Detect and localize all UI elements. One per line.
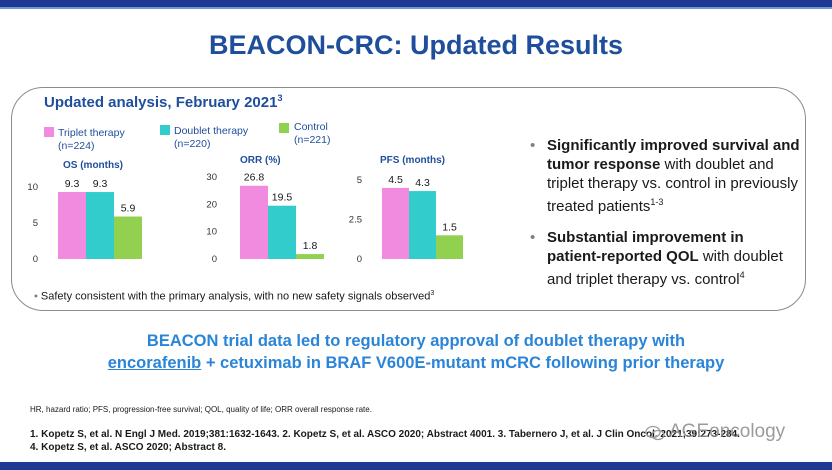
orr-bar-control: [296, 254, 324, 259]
os-bar-triplet: [58, 192, 86, 259]
os-bar-doublet: [86, 192, 114, 259]
pfs-bar-doublet: [409, 191, 436, 259]
pfs-bar-control: [436, 235, 463, 259]
bullet-marker: •: [530, 137, 536, 154]
legend-swatch-triplet: [44, 127, 54, 137]
bullet-marker: •: [530, 229, 536, 246]
safety-note: • Safety consistent with the primary ana…: [34, 290, 434, 303]
pfs-data-label-doublet: 4.3: [415, 177, 430, 189]
pfs-bar-triplet: [382, 187, 409, 259]
wechat-icon: [645, 425, 665, 441]
bottom-accent-bar: [0, 462, 832, 470]
finding-survival: • Significantly improved survival and tu…: [530, 136, 800, 216]
os-data-label-triplet: 9.3: [65, 178, 80, 190]
pfs-ytick-label: 2.5: [349, 215, 362, 226]
panel-subtitle-ref: 3: [277, 93, 283, 103]
references: 1. Kopetz S, et al. N Engl J Med. 2019;3…: [30, 428, 810, 454]
legend-item-doublet: Doublet therapy (n=220): [174, 125, 248, 151]
references-line-1: 1. Kopetz S, et al. N Engl J Med. 2019;3…: [30, 429, 740, 440]
legend-n-control: (n=221): [294, 134, 331, 146]
conclusion: BEACON trial data led to regulatory appr…: [0, 330, 832, 374]
safety-text: Safety consistent with the primary analy…: [40, 290, 431, 303]
orr-ytick-label: 30: [206, 172, 217, 183]
pfs-data-label-triplet: 4.5: [388, 174, 403, 186]
os-ytick-label: 5: [33, 218, 38, 229]
legend-label-doublet: Doublet therapy: [174, 125, 249, 137]
legend-swatch-control: [279, 123, 289, 133]
orr-bar-triplet: [240, 185, 268, 259]
legend-label-triplet: Triplet therapy: [58, 127, 125, 139]
os-chart-title: OS (months): [63, 160, 123, 171]
conclusion-underlined: encorafenib: [107, 354, 202, 372]
orr-data-label-control: 1.8: [303, 240, 318, 252]
orr-chart-title: ORR (%): [240, 155, 281, 166]
finding-survival-bold2: tumor response: [547, 156, 661, 173]
pfs-data-label-control: 1.5: [442, 221, 457, 233]
os-data-label-doublet: 9.3: [93, 178, 108, 190]
os-data-label-control: 5.9: [121, 203, 136, 215]
orr-data-label-doublet: 19.5: [272, 192, 293, 204]
pfs-chart-title: PFS (months): [380, 155, 445, 166]
watermark: AGEoncology: [669, 421, 786, 442]
os-ytick-label: 0: [33, 254, 38, 265]
slide-title: BEACON-CRC: Updated Results: [208, 30, 624, 60]
orr-ytick-label: 10: [206, 227, 217, 238]
conclusion-rest: + cetuximab in BRAF V600E-mutant mCRC fo…: [201, 354, 725, 372]
orr-ytick-label: 0: [212, 254, 217, 265]
top-accent-bar: [0, 0, 832, 7]
pfs-ytick-label: 5: [357, 175, 362, 186]
legend-item-triplet: Triplet therapy (n=224): [58, 127, 125, 153]
os-ytick-label: 10: [27, 182, 38, 193]
orr-ytick-label: 20: [206, 199, 217, 210]
top-accent-line: [0, 7, 832, 9]
orr-bar-doublet: [268, 205, 296, 259]
references-line-2: 4. Kopetz S, et al. ASCO 2020; Abstract …: [30, 442, 226, 453]
finding-qol-ref: 4: [739, 270, 745, 280]
key-findings: • Significantly improved survival and tu…: [530, 136, 800, 301]
os-bar-control: [114, 216, 142, 259]
conclusion-line-2: encorafenib + cetuximab in BRAF V600E-mu…: [0, 352, 832, 374]
legend-swatch-doublet: [160, 125, 170, 135]
pfs-ytick-label: 0: [357, 254, 362, 265]
legend-item-control: Control (n=221): [294, 121, 330, 147]
finding-qol: • Substantial improvement in patient-rep…: [530, 228, 800, 289]
abbreviations: HR, hazard ratio; PFS, progression-free …: [30, 405, 372, 414]
bullet-marker: •: [34, 290, 38, 303]
panel-subtitle-text: Updated analysis, February 2021: [44, 94, 278, 111]
conclusion-line-1: BEACON trial data led to regulatory appr…: [146, 332, 686, 350]
finding-qol-text: with doublet and triplet therapy vs. con…: [547, 248, 783, 288]
finding-survival-text: with doublet and triplet therapy vs. con…: [547, 156, 798, 215]
legend-n-triplet: (n=224): [58, 140, 95, 152]
finding-survival-bold: Significantly improved survival and: [547, 137, 800, 154]
legend-n-doublet: (n=220): [174, 138, 211, 150]
panel-subtitle: Updated analysis, February 20213: [44, 93, 282, 111]
safety-ref: 3: [430, 290, 435, 297]
finding-qol-bold: Substantial improvement in patient-repor…: [547, 229, 744, 265]
finding-survival-ref: 1-3: [650, 197, 664, 207]
orr-data-label-triplet: 26.8: [244, 172, 265, 184]
results-panel: [11, 87, 806, 311]
legend-label-control: Control: [294, 121, 328, 133]
